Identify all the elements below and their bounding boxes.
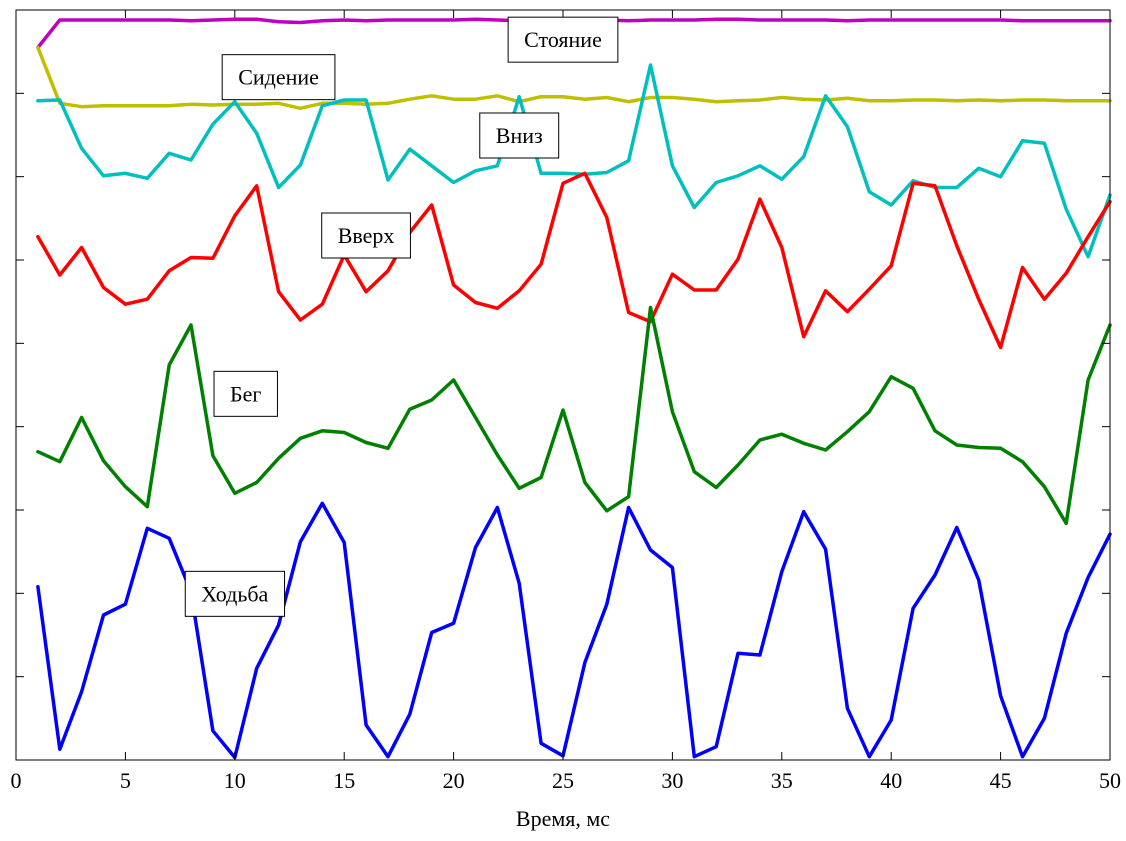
series-line — [36, 45, 1112, 111]
series-label-text: Бег — [230, 381, 261, 406]
x-tick-label: 35 — [771, 768, 793, 793]
series-label: Стояние — [507, 16, 619, 63]
x-axis-title: Время, мс — [516, 806, 610, 831]
series-label-text: Стояние — [524, 27, 602, 52]
series-label-text: Ходьба — [201, 581, 268, 606]
series-label-box — [221, 54, 336, 101]
series-label-text: Вверх — [338, 223, 395, 248]
x-tick-label: 25 — [552, 768, 574, 793]
x-tick-label: 0 — [11, 768, 22, 793]
series-line — [36, 501, 1112, 760]
series-label-text: Вниз — [496, 123, 543, 148]
series-label: Ходьба — [184, 570, 286, 617]
series-label-text: Сидение — [238, 65, 319, 90]
legend-layer: Стояние Сидение Вниз Вверх Бег Ходьба — [184, 16, 619, 617]
tick-layer: 0 5 10 15 20 25 30 35 40 45 50 — [11, 10, 1121, 793]
x-tick-label: 20 — [443, 768, 465, 793]
x-tick-label: 50 — [1099, 768, 1121, 793]
series-line — [36, 171, 1112, 350]
series-label: Вверх — [321, 212, 411, 259]
x-tick-label: 15 — [333, 768, 355, 793]
series-label-box — [507, 16, 619, 63]
series-line — [36, 305, 1112, 526]
plot-frame — [15, 9, 1111, 761]
series-label: Сидение — [221, 54, 336, 101]
series-label: Бег — [213, 370, 278, 417]
series-label-box — [321, 212, 411, 259]
x-tick-label: 10 — [224, 768, 246, 793]
x-tick-label: 40 — [880, 768, 902, 793]
series-label: Вниз — [479, 112, 560, 159]
series-label-box — [479, 112, 560, 159]
series-label-box — [213, 370, 278, 417]
series-layer — [36, 17, 1112, 760]
x-tick-label: 30 — [661, 768, 683, 793]
x-tick-label: 45 — [990, 768, 1012, 793]
x-tick-label: 5 — [120, 768, 131, 793]
series-label-box — [184, 570, 286, 617]
